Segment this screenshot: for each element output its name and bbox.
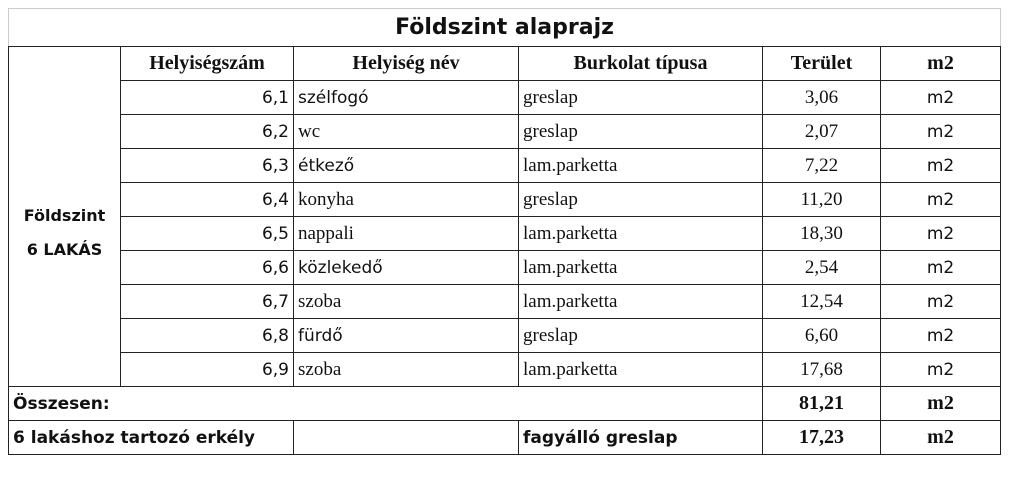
- room-name: fürdő: [293, 318, 519, 353]
- floor-type: greslap: [518, 182, 763, 217]
- balcony-empty: [293, 420, 519, 455]
- room-number: 6,9: [120, 352, 294, 387]
- header-row: Helyiségszám Helyiség név Burkolat típus…: [8, 46, 1002, 81]
- room-number: 6,5: [120, 216, 294, 251]
- room-area: 3,06: [762, 80, 881, 115]
- group-label-line: 6 LAKÁS: [26, 240, 103, 260]
- table-row: 6,6 közlekedő lam.parketta 2,54 m2: [9, 250, 1002, 285]
- room-name: konyha: [293, 182, 519, 217]
- room-number: 6,4: [120, 182, 294, 217]
- room-unit: m2: [879, 284, 1002, 319]
- room-name: étkező: [293, 148, 519, 183]
- total-row: Összesen: 81,21 m2: [8, 386, 1002, 421]
- room-number: 6,3: [120, 148, 294, 183]
- room-number: 6,7: [120, 284, 294, 319]
- room-name: nappali: [293, 216, 519, 251]
- header-floor-type: Burkolat típusa: [518, 46, 763, 81]
- room-unit: m2: [879, 148, 1002, 183]
- room-unit: m2: [879, 318, 1002, 353]
- floor-type: lam.parketta: [518, 148, 763, 183]
- title-row: Földszint alaprajz: [7, 8, 1002, 47]
- balcony-floor: fagyálló greslap: [518, 420, 763, 455]
- room-area: 2,07: [762, 114, 881, 149]
- floor-type: lam.parketta: [518, 284, 763, 319]
- table-row: Földszint 6 LAKÁS 6,1 szélfogó greslap 3,0…: [8, 80, 1002, 387]
- table-title: Földszint alaprajz: [7, 8, 1002, 47]
- header-empty: [8, 46, 121, 81]
- room-area: 6,60: [762, 318, 881, 353]
- room-unit: m2: [879, 216, 1002, 251]
- floor-type: lam.parketta: [518, 250, 763, 285]
- table-row: 6,2 wc greslap 2,07 m2: [9, 114, 1002, 149]
- room-unit: m2: [879, 182, 1002, 217]
- room-name: szoba: [293, 352, 519, 387]
- total-area: 81,21: [762, 386, 881, 421]
- group-label: Földszint 6 LAKÁS: [8, 80, 121, 387]
- room-name: közlekedő: [293, 250, 519, 285]
- room-number: 6,6: [120, 250, 294, 285]
- floor-type: lam.parketta: [518, 352, 763, 387]
- room-unit: m2: [879, 250, 1002, 285]
- total-label: Összesen:: [8, 386, 763, 421]
- room-name: wc: [293, 114, 519, 149]
- room-name: szoba: [293, 284, 519, 319]
- header-unit: m2: [879, 46, 1002, 81]
- floor-plan-table: Földszint alaprajz Helyiségszám Helyiség…: [7, 8, 1002, 455]
- group-label-line: Földszint: [23, 206, 106, 226]
- room-area: 7,22: [762, 148, 881, 183]
- header-room-name: Helyiség név: [293, 46, 519, 81]
- header-area: Terület: [762, 46, 881, 81]
- table-row: 6,5 nappali lam.parketta 18,30 m2: [9, 216, 1002, 251]
- table-row: 6,7 szoba lam.parketta 12,54 m2: [9, 284, 1002, 319]
- floor-type: greslap: [518, 114, 763, 149]
- room-area: 12,54: [762, 284, 881, 319]
- balcony-row: 6 lakáshoz tartozó erkély fagyálló gresl…: [8, 420, 1002, 455]
- balcony-label: 6 lakáshoz tartozó erkély: [8, 420, 294, 455]
- room-number: 6,1: [120, 80, 294, 115]
- total-unit: m2: [879, 386, 1002, 421]
- balcony-area: 17,23: [762, 420, 881, 455]
- table-row: 6,9 szoba lam.parketta 17,68 m2: [9, 352, 1002, 387]
- room-area: 11,20: [762, 182, 881, 217]
- room-unit: m2: [879, 80, 1002, 115]
- room-unit: m2: [879, 352, 1002, 387]
- floor-type: greslap: [518, 80, 763, 115]
- table-row: 6,4 konyha greslap 11,20 m2: [9, 182, 1002, 217]
- table-row: 6,3 étkező lam.parketta 7,22 m2: [9, 148, 1002, 183]
- room-number: 6,8: [120, 318, 294, 353]
- floor-type: lam.parketta: [518, 216, 763, 251]
- room-name: szélfogó: [293, 80, 519, 115]
- room-number: 6,2: [120, 114, 294, 149]
- balcony-unit: m2: [879, 420, 1002, 455]
- room-area: 2,54: [762, 250, 881, 285]
- header-room-number: Helyiségszám: [120, 46, 294, 81]
- room-area: 18,30: [762, 216, 881, 251]
- table-row: 6,8 fürdő greslap 6,60 m2: [9, 318, 1002, 353]
- room-unit: m2: [879, 114, 1002, 149]
- room-area: 17,68: [762, 352, 881, 387]
- floor-type: greslap: [518, 318, 763, 353]
